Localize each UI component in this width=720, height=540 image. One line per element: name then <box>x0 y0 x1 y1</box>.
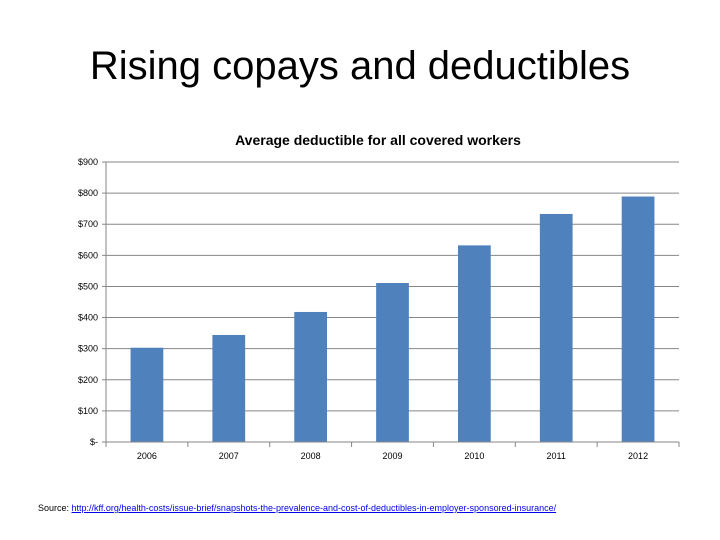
x-tick-label: 2007 <box>219 451 239 461</box>
bar-2008 <box>294 311 328 442</box>
y-tick-label: $200 <box>78 375 98 385</box>
y-tick-label: $500 <box>78 281 98 291</box>
x-tick-label: 2011 <box>547 451 566 461</box>
bar-2011 <box>539 213 573 442</box>
chart-title: Average deductible for all covered worke… <box>235 132 521 148</box>
axes <box>102 161 680 447</box>
x-tick-label: 2012 <box>628 451 648 461</box>
x-tick-label: 2006 <box>137 451 157 461</box>
y-tick-label: $100 <box>78 406 98 416</box>
y-tick-label: $800 <box>78 188 98 198</box>
x-tick-labels: 2006 2007 2008 2009 2010 2011 2012 <box>137 451 648 461</box>
x-tick-label: 2010 <box>464 451 484 461</box>
bar-2010 <box>457 245 491 442</box>
x-tick-label: 2009 <box>382 451 402 461</box>
bar-chart: Average deductible for all covered worke… <box>78 132 680 461</box>
bar-2006 <box>130 347 164 442</box>
slide-title: Rising copays and deductibles <box>89 44 631 88</box>
bar-2012 <box>621 196 655 442</box>
y-tick-label: $400 <box>78 313 98 323</box>
y-tick-labels: $- $100 $200 $300 $400 $500 $600 $700 $800 $900 <box>78 157 98 447</box>
source-note: Source: http://kff.org/health-costs/issu… <box>38 503 556 513</box>
source-link[interactable]: http://kff.org/health-costs/issue-brief/… <box>71 503 557 513</box>
y-tick-label: $- <box>90 437 98 447</box>
y-tick-label: $700 <box>78 219 98 229</box>
y-tick-label: $900 <box>78 157 98 167</box>
y-tick-label: $600 <box>78 250 98 260</box>
y-tick-label: $300 <box>78 344 98 354</box>
bar-2007 <box>212 334 246 442</box>
source-label: Source: <box>38 503 72 513</box>
bars <box>130 196 655 442</box>
x-tick-label: 2008 <box>301 451 321 461</box>
bar-2009 <box>376 283 409 442</box>
